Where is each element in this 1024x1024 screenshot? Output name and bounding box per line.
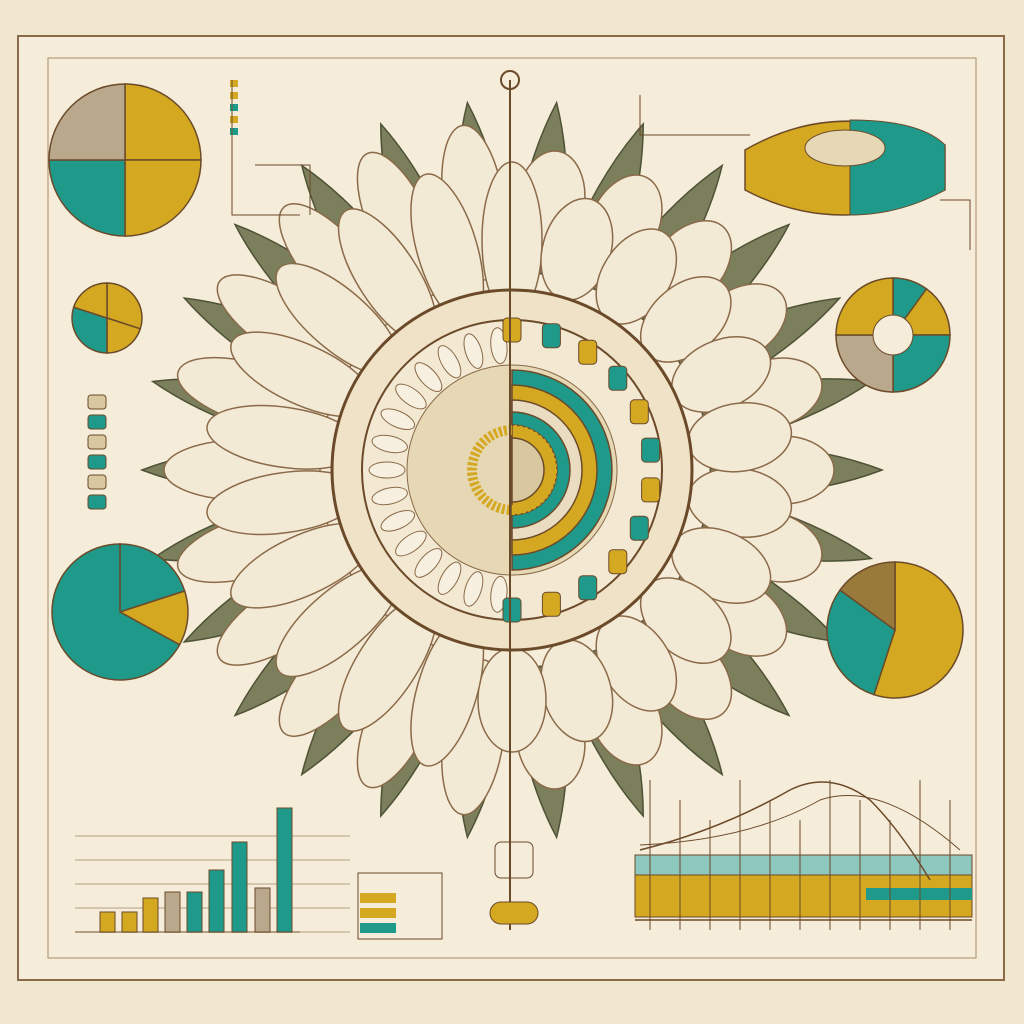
legend-swatch xyxy=(230,128,238,135)
pie-slice xyxy=(106,282,143,330)
pie-slice xyxy=(118,590,189,646)
legend-chip xyxy=(87,414,107,430)
cell xyxy=(608,365,628,391)
pie-slice xyxy=(72,282,108,320)
trend-line xyxy=(639,795,961,851)
cell xyxy=(629,515,649,541)
leader-line xyxy=(639,95,750,136)
pie-slice xyxy=(71,306,108,354)
floret xyxy=(437,561,462,595)
donut-hole xyxy=(804,129,886,167)
cell xyxy=(608,549,628,575)
legend-swatch xyxy=(230,116,238,123)
pie-slice xyxy=(48,159,126,237)
floret xyxy=(414,362,443,393)
floret xyxy=(395,530,427,557)
cell xyxy=(502,317,522,343)
bar xyxy=(186,891,203,933)
capsule-frame xyxy=(494,841,534,879)
legend-swatch xyxy=(230,104,238,111)
trend-line xyxy=(639,781,931,881)
cell xyxy=(578,575,598,601)
pie-slice xyxy=(826,588,896,696)
area-accent xyxy=(866,888,972,900)
leader-line xyxy=(940,199,971,250)
floret xyxy=(380,408,416,431)
pie-slice xyxy=(106,316,142,354)
floret xyxy=(437,345,462,379)
floret xyxy=(414,547,443,578)
bar xyxy=(276,807,293,933)
legend-bar xyxy=(360,893,396,903)
legend-chip xyxy=(87,474,107,490)
legend-swatch xyxy=(230,92,238,99)
floret xyxy=(395,383,427,410)
bar xyxy=(121,911,138,933)
bar xyxy=(164,891,181,933)
inner-frame xyxy=(47,57,977,959)
bar xyxy=(208,869,225,933)
divider-knob xyxy=(500,70,520,90)
petal xyxy=(477,647,547,753)
decorations xyxy=(48,80,973,940)
pie-slice xyxy=(838,561,896,632)
pie-slice xyxy=(124,83,202,161)
cross-section-ring xyxy=(511,437,545,503)
bar xyxy=(254,887,271,933)
bar xyxy=(99,911,116,933)
capsule xyxy=(489,901,539,925)
floret xyxy=(368,461,406,479)
floret xyxy=(463,571,484,607)
cell xyxy=(541,323,561,349)
legend-chip xyxy=(87,394,107,410)
cell xyxy=(641,477,661,503)
bar xyxy=(231,841,248,933)
sunflower xyxy=(139,100,885,840)
cell xyxy=(541,591,561,617)
cell xyxy=(629,399,649,425)
floret xyxy=(380,509,416,532)
legend-chip xyxy=(87,494,107,510)
floret xyxy=(371,486,408,506)
bar xyxy=(142,897,159,933)
legend-chip xyxy=(87,434,107,450)
pie-hole xyxy=(872,314,914,356)
cell xyxy=(578,339,598,365)
pie-slice xyxy=(48,83,126,161)
pie-slice xyxy=(51,543,181,681)
leader-line xyxy=(255,164,311,215)
cell xyxy=(502,597,522,623)
floret xyxy=(371,434,408,454)
legend-swatch xyxy=(230,80,238,87)
legend-bar xyxy=(360,908,396,918)
pie-slice xyxy=(124,159,202,237)
golden-eye xyxy=(467,425,557,515)
floret xyxy=(463,333,484,369)
legend-chip xyxy=(87,454,107,470)
leader-line xyxy=(231,80,300,216)
cell xyxy=(641,437,661,463)
pie-slice xyxy=(873,561,964,699)
pie-slice xyxy=(119,543,186,614)
legend-bar xyxy=(360,923,396,933)
